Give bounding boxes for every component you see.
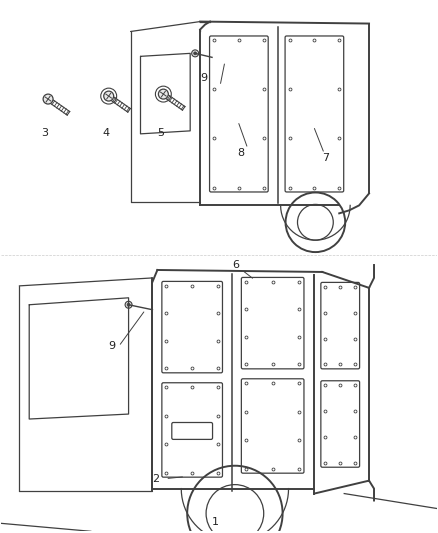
- Text: 1: 1: [212, 518, 219, 527]
- Text: 4: 4: [102, 128, 110, 138]
- Circle shape: [43, 94, 53, 104]
- Text: 8: 8: [237, 148, 244, 158]
- Text: 9: 9: [109, 342, 116, 351]
- Circle shape: [125, 301, 132, 308]
- Text: 5: 5: [157, 128, 164, 138]
- Circle shape: [192, 50, 198, 57]
- Text: 9: 9: [200, 73, 207, 83]
- Circle shape: [127, 303, 130, 306]
- Text: 6: 6: [232, 260, 239, 270]
- Text: 3: 3: [42, 128, 49, 138]
- Text: 7: 7: [322, 152, 329, 163]
- Circle shape: [194, 52, 197, 55]
- Circle shape: [104, 91, 114, 101]
- Circle shape: [159, 89, 168, 99]
- Text: 2: 2: [152, 474, 159, 483]
